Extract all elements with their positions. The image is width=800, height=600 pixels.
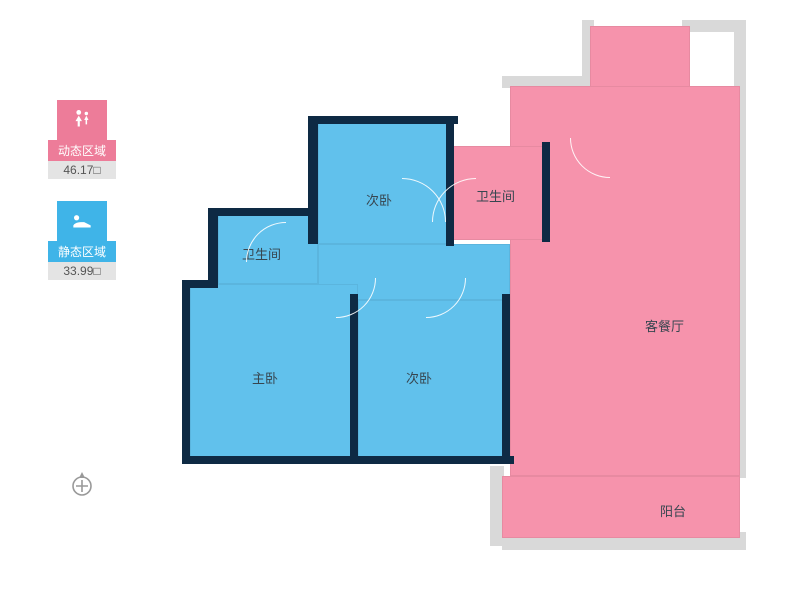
- legend-static-value: 33.99□: [48, 262, 116, 280]
- active-people-icon: [57, 100, 107, 140]
- legend: 动态区域 46.17□ 静态区域 33.99□: [48, 100, 116, 302]
- legend-dynamic-value: 46.17□: [48, 161, 116, 179]
- legend-static-label: 静态区域: [48, 241, 116, 262]
- wall-segment: [182, 280, 190, 464]
- room-master: [190, 284, 358, 460]
- legend-dynamic-label: 动态区域: [48, 140, 116, 161]
- wall-segment: [502, 294, 510, 462]
- compass-icon: [68, 470, 96, 498]
- wall-segment: [308, 116, 318, 244]
- legend-static: 静态区域 33.99□: [48, 201, 116, 280]
- wall-segment: [446, 124, 454, 246]
- wall-segment: [208, 208, 218, 288]
- room-bath1: [218, 214, 318, 284]
- room-bath2: [452, 146, 550, 240]
- wall-segment: [350, 294, 358, 462]
- floor-plan: 厨房客餐厅阳台卫生间次卧卫生间主卧次卧: [190, 26, 748, 574]
- wall-segment: [182, 456, 514, 464]
- room-balcony: [502, 476, 740, 538]
- room-bed2a: [318, 122, 452, 244]
- legend-dynamic: 动态区域 46.17□: [48, 100, 116, 179]
- wall-segment: [542, 142, 550, 242]
- wall-segment: [208, 208, 318, 216]
- wall-segment: [308, 116, 458, 124]
- room-bed2b: [358, 300, 508, 460]
- resting-person-icon: [57, 201, 107, 241]
